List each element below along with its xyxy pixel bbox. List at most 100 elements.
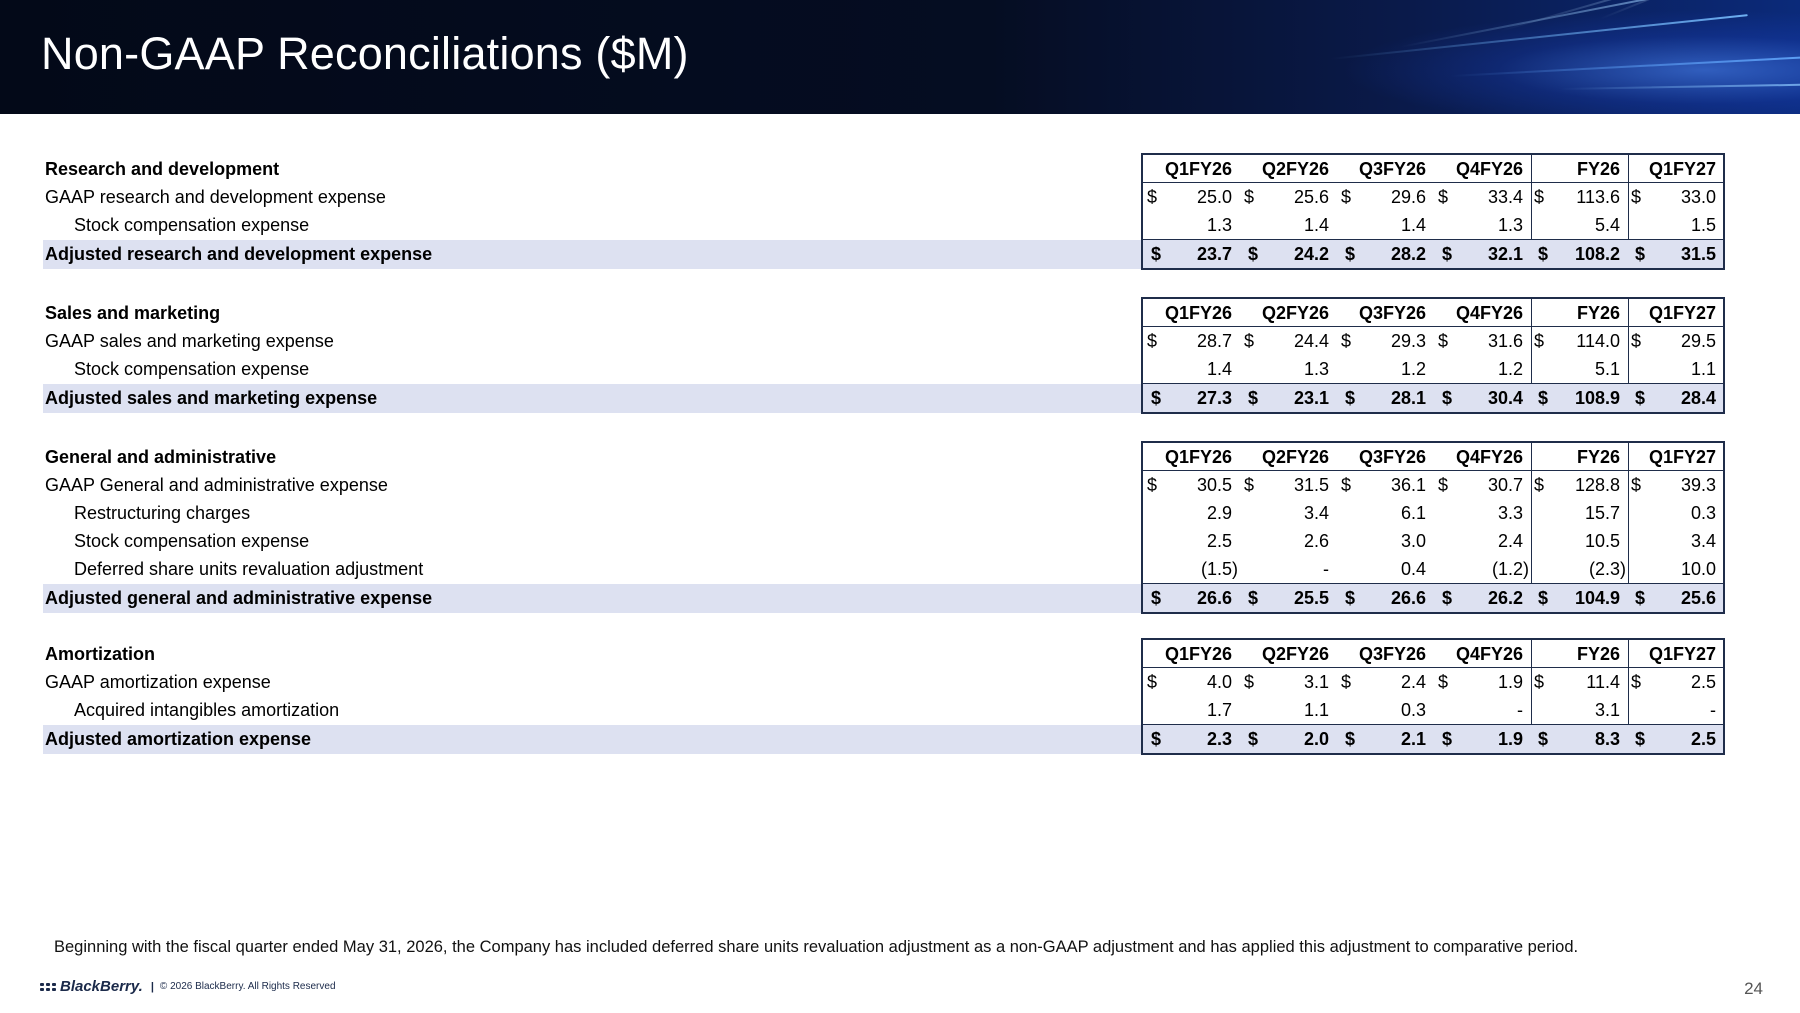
- row-label-text: Restructuring charges: [74, 503, 251, 523]
- currency-symbol: $: [1534, 187, 1545, 207]
- page-number: 24: [1744, 979, 1763, 998]
- currency-symbol: $: [1438, 331, 1449, 351]
- table-cell: 1.9: [1497, 672, 1523, 692]
- column-header: Q2FY26: [1261, 303, 1329, 323]
- adjusted-row-label-text: Adjusted research and development expens…: [45, 244, 433, 264]
- column-header: Q3FY26: [1358, 159, 1426, 179]
- column-header: Q3FY26: [1358, 303, 1426, 323]
- title-banner: Non-GAAP Reconciliations ($M): [0, 0, 1800, 114]
- currency-symbol: $: [1345, 244, 1356, 264]
- adjusted-table-row: $27.3 $23.1 $28.1 $30.4 $108.9 $28.4: [1143, 383, 1723, 412]
- table-cell: 33.4: [1487, 187, 1523, 207]
- row-label-text: GAAP General and administrative expense: [45, 475, 388, 495]
- table-row: $4.0 $3.1 $2.4 $1.9 $11.4 $2.5: [1143, 668, 1723, 696]
- table-cell: 2.4: [1400, 672, 1426, 692]
- column-header: FY26: [1576, 644, 1620, 664]
- brand-name: BlackBerry.: [60, 978, 143, 995]
- table-header-row: Q1FY26 Q2FY26 Q3FY26 Q4FY26 FY26 Q1FY27: [1143, 155, 1723, 183]
- column-header: Q4FY26: [1455, 303, 1523, 323]
- row-label-text: GAAP research and development expense: [45, 187, 386, 207]
- currency-symbol: $: [1635, 588, 1646, 608]
- adjusted-cell: 8.3: [1594, 729, 1620, 749]
- table-cell: 28.7: [1196, 331, 1232, 351]
- row-label: Deferred share units revaluation adjustm…: [43, 555, 1143, 583]
- row-label: GAAP amortization expense: [43, 668, 1143, 696]
- table-cell: 2.4: [1497, 531, 1523, 551]
- table-cell: 1.7: [1206, 700, 1232, 720]
- adjusted-table-row: $26.6 $25.5 $26.6 $26.2 $104.9 $25.6: [1143, 583, 1723, 612]
- table-cell: 11.4: [1586, 672, 1620, 692]
- adjusted-cell: 28.4: [1680, 388, 1716, 408]
- table-cell: -: [1517, 700, 1523, 720]
- section-heading: Research and development: [43, 155, 1143, 183]
- column-divider: [1628, 443, 1629, 612]
- table-row: $25.0 $25.6 $29.6 $33.4 $113.6 $33.0: [1143, 183, 1723, 211]
- section-heading-label: Sales and marketing: [45, 303, 221, 323]
- adjusted-cell: 2.0: [1303, 729, 1329, 749]
- adjusted-row-label: Adjusted amortization expense: [43, 725, 1141, 754]
- row-label-text: Stock compensation expense: [74, 531, 310, 551]
- row-label-text: GAAP sales and marketing expense: [45, 331, 334, 351]
- table-cell: 3.1: [1594, 700, 1620, 720]
- currency-symbol: $: [1438, 187, 1449, 207]
- table-cell: 1.1: [1303, 700, 1329, 720]
- row-label: Stock compensation expense: [43, 527, 1143, 555]
- currency-symbol: $: [1538, 729, 1549, 749]
- currency-symbol: $: [1248, 588, 1259, 608]
- column-header: Q1FY26: [1164, 644, 1232, 664]
- adjusted-cell: 32.1: [1487, 244, 1523, 264]
- adjusted-row-label: Adjusted general and administrative expe…: [43, 584, 1141, 613]
- row-label-text: Deferred share units revaluation adjustm…: [74, 559, 424, 579]
- currency-symbol: $: [1151, 729, 1162, 749]
- currency-symbol: $: [1631, 672, 1642, 692]
- column-divider: [1531, 443, 1532, 612]
- currency-symbol: $: [1635, 244, 1646, 264]
- table-row: 1.4 1.3 1.2 1.2 5.1 1.1: [1143, 355, 1723, 383]
- row-label-text: Stock compensation expense: [74, 215, 310, 235]
- adjusted-cell: 2.3: [1206, 729, 1232, 749]
- table-cell: 1.4: [1400, 215, 1426, 235]
- column-header: Q4FY26: [1455, 644, 1523, 664]
- currency-symbol: $: [1631, 187, 1642, 207]
- adjusted-cell: 25.5: [1293, 588, 1329, 608]
- adjusted-cell: 24.2: [1293, 244, 1329, 264]
- currency-symbol: $: [1248, 244, 1259, 264]
- reconciliation-table: Q1FY26 Q2FY26 Q3FY26 Q4FY26 FY26 Q1FY27 $28.7 $…: [1141, 297, 1725, 414]
- table-header-row: Q1FY26 Q2FY26 Q3FY26 Q4FY26 FY26 Q1FY27: [1143, 299, 1723, 327]
- adjusted-cell: 26.6: [1196, 588, 1232, 608]
- column-header: Q2FY26: [1261, 644, 1329, 664]
- adjusted-table-row: $23.7 $24.2 $28.2 $32.1 $108.2 $31.5: [1143, 239, 1723, 268]
- currency-symbol: $: [1438, 475, 1449, 495]
- column-header: Q2FY26: [1261, 159, 1329, 179]
- adjusted-cell: 28.2: [1390, 244, 1426, 264]
- currency-symbol: $: [1631, 331, 1642, 351]
- row-label: Acquired intangibles amortization: [43, 696, 1143, 724]
- adjusted-cell: 28.1: [1390, 388, 1426, 408]
- table-cell: 29.3: [1390, 331, 1426, 351]
- currency-symbol: $: [1341, 187, 1352, 207]
- row-label: Stock compensation expense: [43, 355, 1143, 383]
- footer-separator: |: [150, 980, 154, 993]
- footnote: Beginning with the fiscal quarter ended …: [54, 938, 1579, 956]
- adjusted-cell: 26.2: [1487, 588, 1523, 608]
- currency-symbol: $: [1244, 187, 1255, 207]
- reconciliation-table: Q1FY26 Q2FY26 Q3FY26 Q4FY26 FY26 Q1FY27 $4.0 $3…: [1141, 638, 1725, 755]
- adjusted-cell: 1.9: [1497, 729, 1523, 749]
- currency-symbol: $: [1341, 331, 1352, 351]
- table-cell: 114.0: [1576, 331, 1620, 351]
- table-cell: 1.3: [1497, 215, 1523, 235]
- column-divider: [1531, 155, 1532, 268]
- column-header: Q4FY26: [1455, 447, 1523, 467]
- table-row: 2.9 3.4 6.1 3.3 15.7 0.3: [1143, 499, 1723, 527]
- currency-symbol: $: [1442, 729, 1453, 749]
- table-cell: 0.4: [1400, 559, 1426, 579]
- currency-symbol: $: [1538, 244, 1549, 264]
- table-cell: 1.4: [1303, 215, 1329, 235]
- currency-symbol: $: [1442, 388, 1453, 408]
- currency-symbol: $: [1635, 388, 1646, 408]
- table-cell: 10.0: [1680, 559, 1716, 579]
- table-cell: 3.1: [1303, 672, 1329, 692]
- column-header: FY26: [1576, 303, 1620, 323]
- table-cell: 3.4: [1690, 531, 1716, 551]
- column-header: Q1FY27: [1648, 447, 1716, 467]
